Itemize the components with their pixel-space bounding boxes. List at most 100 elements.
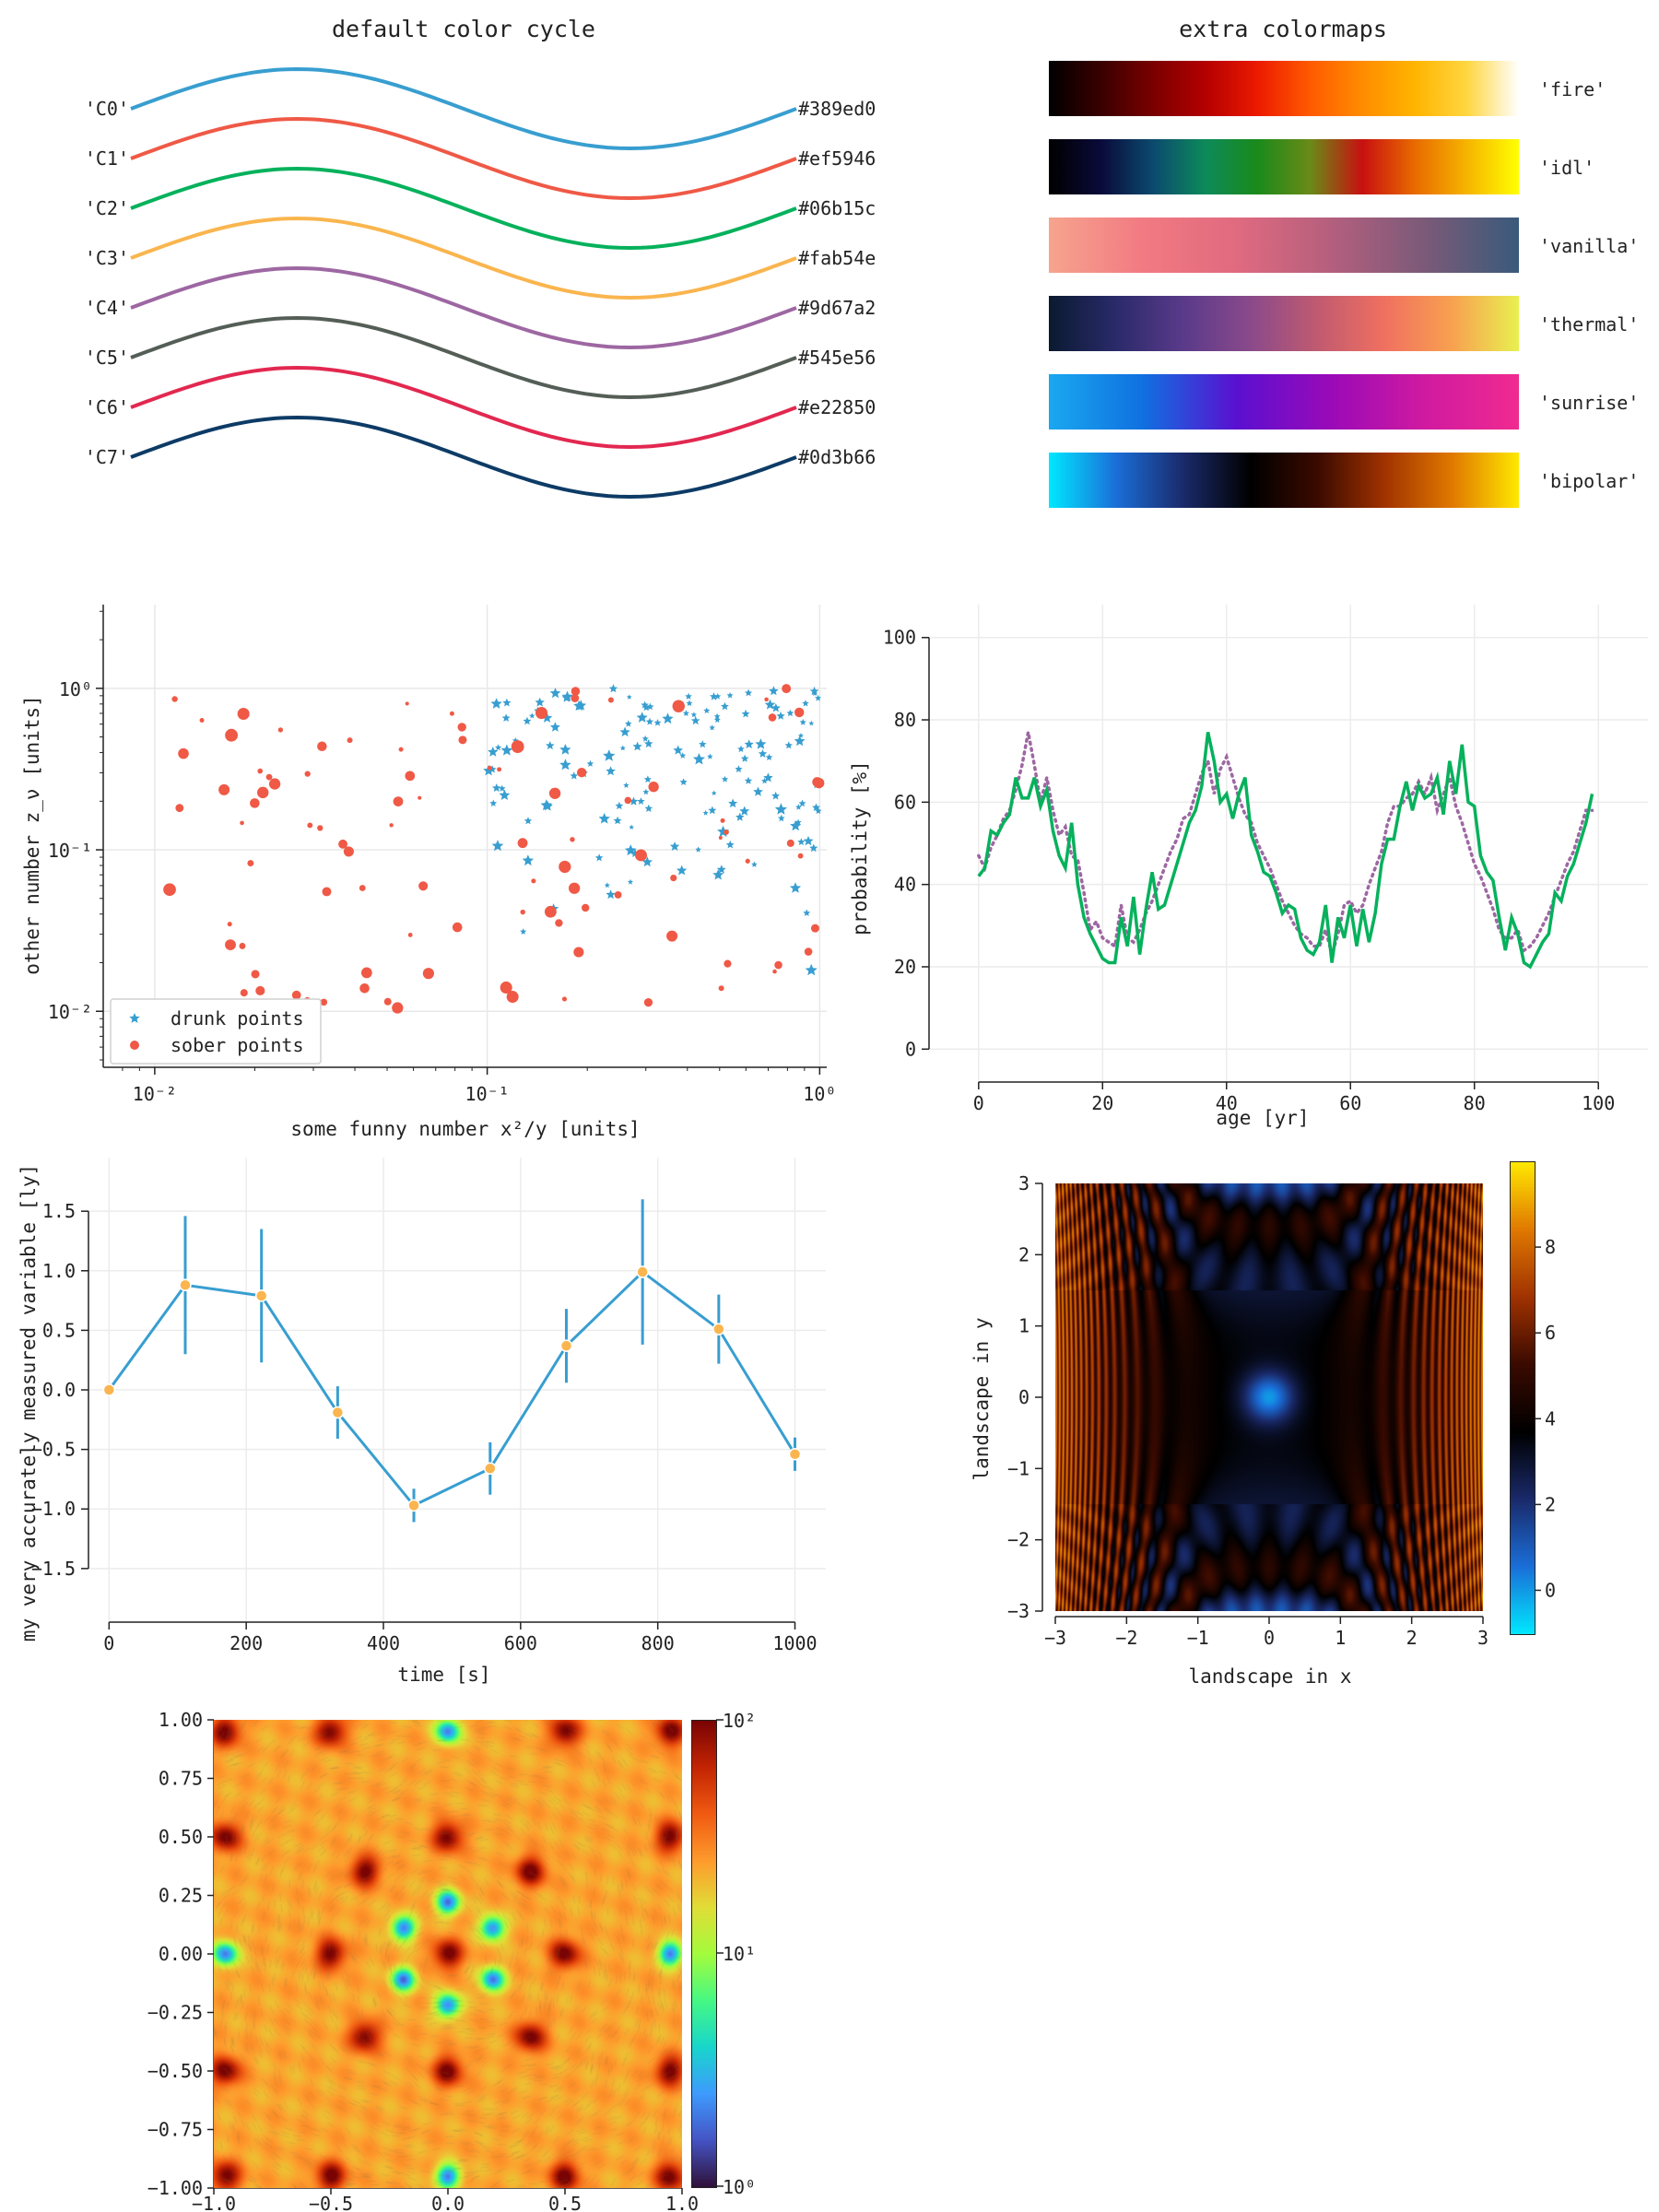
sober-point	[277, 727, 284, 733]
sober-point	[569, 882, 581, 894]
stream-y-tick-label: 1.00	[159, 1709, 203, 1731]
sober-point	[559, 860, 571, 874]
drunk-point	[598, 812, 610, 824]
drunk-point	[808, 720, 815, 726]
drunk-point	[662, 712, 674, 724]
err-point	[636, 1265, 649, 1278]
drunk-point	[483, 764, 495, 776]
stream-x-tick-label: 1.0	[665, 2193, 699, 2212]
sober-point	[343, 846, 354, 857]
drunk-point	[603, 749, 616, 761]
sober-point	[422, 968, 434, 980]
prob-x-tick-label: 80	[1464, 1092, 1486, 1114]
drunk-point	[721, 701, 729, 711]
colormap-bar	[1049, 374, 1519, 429]
drunk-point	[502, 698, 512, 707]
drunk-point	[794, 818, 802, 826]
sober-point	[718, 835, 723, 840]
err-y-tick-label: 1.0	[42, 1260, 76, 1282]
sober-point	[487, 765, 492, 771]
colormap-name-label: 'bipolar'	[1539, 470, 1639, 492]
drunk-point	[629, 824, 634, 830]
drunk-point	[626, 694, 632, 700]
sober-point	[359, 885, 366, 891]
drunk-point	[491, 840, 504, 852]
landscape-y-tick-label: −1	[1007, 1457, 1030, 1479]
stream-x-tick-label: −1.0	[192, 2193, 236, 2212]
drunk-point	[790, 819, 802, 831]
landscape-y-tick-label: 2	[1018, 1243, 1030, 1265]
drunk-point	[765, 753, 773, 760]
drunk-point	[744, 739, 754, 748]
drunk-point	[753, 786, 763, 796]
sober-point	[171, 696, 178, 702]
sober-point	[576, 767, 587, 778]
drunk-point	[795, 804, 802, 810]
scatter-x-tick-label: 10⁰	[803, 1083, 836, 1105]
scatter-legend: drunk points sober points	[110, 998, 322, 1065]
drunk-point	[763, 772, 773, 782]
drunk-point	[786, 709, 794, 717]
prob-y-tick-label: 60	[894, 791, 916, 813]
sober-point	[199, 717, 205, 724]
prob-xlabel: age [yr]	[1216, 1107, 1309, 1129]
sober-point	[614, 890, 622, 899]
drunk-point	[755, 738, 767, 749]
scatter-legend-box	[110, 998, 322, 1065]
err-point	[484, 1462, 497, 1476]
sober-point	[607, 697, 614, 703]
streamline-colorbar	[691, 1720, 717, 2188]
drunk-point	[636, 712, 648, 723]
drunk-point	[695, 846, 701, 853]
sober-point	[257, 768, 264, 774]
prob-y-tick-label: 100	[883, 627, 916, 649]
drunk-point	[774, 803, 787, 815]
drunk-point	[794, 735, 806, 747]
landscape-x-tick-label: 1	[1335, 1627, 1346, 1649]
sober-point	[764, 697, 769, 702]
drunk-point	[615, 801, 624, 810]
drunk-point	[726, 691, 734, 699]
drunk-point	[522, 854, 535, 866]
panel-colormaps: extra colormaps 'fire' 'idl' 'vanilla' 'the…	[1049, 16, 1639, 508]
drunk-point	[815, 694, 822, 701]
stream-y-tick-label: −0.50	[147, 2060, 203, 2082]
colormap-bar	[1049, 139, 1519, 194]
landscape-colorbar-tick-label: 8	[1545, 1236, 1556, 1258]
color-cycle-hex-label: #545e56	[798, 347, 876, 369]
prob-x-tick-label: 60	[1339, 1092, 1361, 1114]
drunk-point	[679, 752, 687, 759]
sober-point	[163, 883, 176, 897]
drunk-point	[594, 853, 604, 862]
drunk-point	[771, 791, 781, 800]
color-cycle-title: default color cycle	[332, 16, 595, 42]
drunk-point	[702, 809, 709, 816]
sober-point	[218, 783, 230, 795]
sober-point	[418, 881, 429, 891]
drunk-point	[644, 804, 653, 812]
drunk-point	[653, 719, 662, 726]
panel-scatter: some funny number x²/y [units] other num…	[21, 605, 836, 1140]
err-y-tick-label: −0.5	[31, 1439, 76, 1461]
stream-y-tick-label: 0.00	[159, 1943, 203, 1965]
sober-point	[720, 818, 725, 823]
color-cycle-line	[130, 216, 797, 300]
sober-point	[672, 700, 685, 712]
sober-point	[794, 707, 805, 718]
colormap-name-label: 'idl'	[1539, 157, 1594, 179]
drunk-point	[641, 735, 649, 742]
sober-point	[666, 930, 678, 942]
color-cycle-hex-label: #9d67a2	[798, 297, 876, 319]
sober-point	[768, 713, 777, 722]
drunk-point	[643, 739, 653, 748]
color-cycle-line	[130, 166, 797, 251]
sober-point	[227, 922, 232, 927]
drunk-point	[703, 707, 711, 714]
colormap-name-label: 'vanilla'	[1539, 235, 1639, 257]
sober-point	[500, 981, 512, 994]
drunk-point	[744, 776, 753, 784]
drunk-point	[549, 722, 560, 732]
drunk-point	[802, 700, 809, 707]
drunk-point	[735, 765, 743, 773]
scatter-points	[163, 684, 825, 1014]
